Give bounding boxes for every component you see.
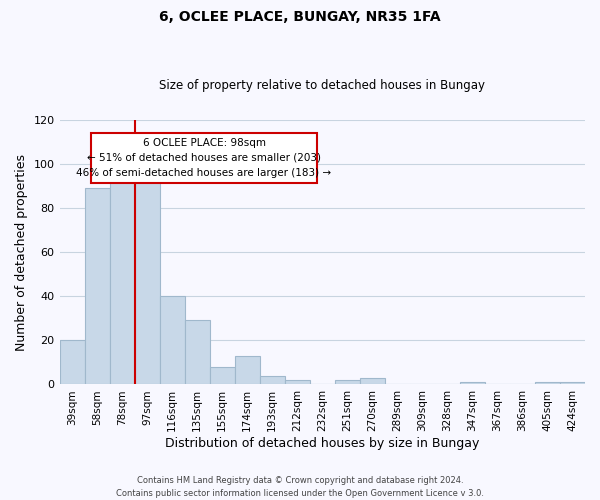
Text: 6, OCLEE PLACE, BUNGAY, NR35 1FA: 6, OCLEE PLACE, BUNGAY, NR35 1FA xyxy=(159,10,441,24)
Bar xyxy=(134,179,160,384)
Bar xyxy=(285,380,310,384)
Bar xyxy=(360,378,385,384)
FancyBboxPatch shape xyxy=(91,133,317,183)
Title: Size of property relative to detached houses in Bungay: Size of property relative to detached ho… xyxy=(159,79,485,92)
Bar xyxy=(535,382,560,384)
Text: 6 OCLEE PLACE: 98sqm
← 51% of detached houses are smaller (203)
46% of semi-deta: 6 OCLEE PLACE: 98sqm ← 51% of detached h… xyxy=(76,138,332,178)
Bar xyxy=(209,367,235,384)
Bar xyxy=(59,340,85,384)
Bar xyxy=(85,188,110,384)
Bar xyxy=(260,376,285,384)
Bar xyxy=(185,320,209,384)
Bar xyxy=(460,382,485,384)
Bar xyxy=(335,380,360,384)
Bar xyxy=(235,356,260,384)
X-axis label: Distribution of detached houses by size in Bungay: Distribution of detached houses by size … xyxy=(165,437,479,450)
Bar xyxy=(560,382,585,384)
Y-axis label: Number of detached properties: Number of detached properties xyxy=(15,154,28,350)
Bar xyxy=(110,174,134,384)
Bar xyxy=(160,296,185,384)
Text: Contains HM Land Registry data © Crown copyright and database right 2024.
Contai: Contains HM Land Registry data © Crown c… xyxy=(116,476,484,498)
